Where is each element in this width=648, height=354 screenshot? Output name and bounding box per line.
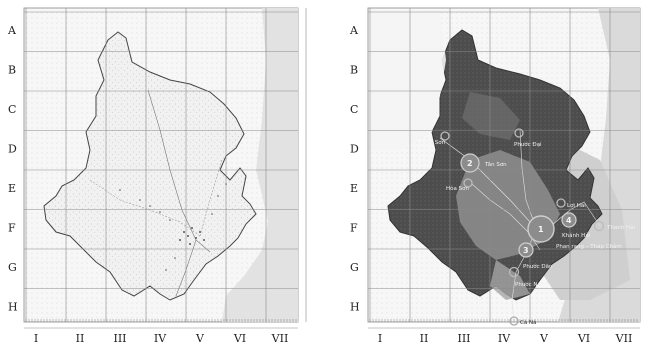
column-label-vii: VII — [615, 332, 633, 345]
place-label: Mỹ Sơn — [425, 140, 446, 146]
place-ca-na: Cà Ná — [509, 316, 536, 326]
column-label-v: V — [539, 332, 549, 345]
row-label-g: G — [8, 261, 17, 274]
place-hoa-son: Hòa Sơn — [446, 178, 473, 192]
place-number: 3 — [523, 246, 529, 255]
row-label-h: H — [350, 301, 360, 314]
row-label-a: A — [7, 24, 17, 37]
place-label: Hòa Sơn — [446, 185, 469, 192]
place-number: 1 — [538, 225, 544, 234]
place-label: Cà Ná — [520, 319, 536, 326]
row-label-f: F — [350, 222, 358, 235]
place-phan-rang: 1 Phan rang – Tháp Chàm — [527, 215, 622, 250]
column-label-vi: VI — [233, 332, 246, 345]
place-number: 4 — [566, 216, 572, 225]
row-label-d: D — [350, 143, 359, 156]
place-number: 2 — [467, 159, 473, 168]
left-sea — [222, 8, 298, 322]
place-khanh-hai: 4 Khánh Hải — [561, 212, 591, 239]
row-label-h: H — [8, 301, 18, 314]
place-loi-hai: Lợi Hải — [556, 198, 586, 209]
row-label-d: D — [8, 143, 17, 156]
column-label-ii: II — [76, 332, 85, 345]
column-label-iii: III — [113, 332, 126, 345]
place-phuoc-dai: Phước Đại — [514, 128, 542, 148]
place-label: Lợi Hải — [567, 202, 586, 209]
left-map-panel — [23, 7, 299, 323]
column-label-iv: IV — [154, 332, 167, 345]
column-label-vii: VII — [271, 332, 289, 345]
row-label-f: F — [8, 222, 16, 235]
row-label-c: C — [350, 103, 358, 116]
place-label: Phước Dân — [523, 263, 553, 270]
place-phuoc-dan: 3 Phước Dân — [518, 242, 553, 270]
place-markers: Mỹ Sơn Phước Đại 2 Tân Sơn Hòa Sơn Lợi H… — [425, 128, 635, 326]
place-label: Khánh Hải — [562, 232, 591, 239]
right-row-labels: A B C D E F G H — [349, 24, 360, 314]
left-grid — [24, 8, 307, 329]
place-tan-son: 2 Tân Sơn — [460, 153, 507, 173]
place-label: Phan rang – Tháp Chàm — [556, 243, 622, 250]
place-thanh-hai: Thanh Hải — [593, 220, 635, 232]
place-phuoc-nam: Phước Nam — [508, 266, 546, 288]
place-my-son: Mỹ Sơn — [425, 131, 450, 146]
column-label-vi: VI — [577, 332, 590, 345]
column-label-ii: II — [420, 332, 429, 345]
row-label-c: C — [8, 103, 16, 116]
place-label: Phước Đại — [514, 141, 542, 148]
left-column-labels: I II III IV V VI VII — [34, 332, 289, 345]
right-map-panel — [367, 7, 641, 323]
column-label-iii: III — [457, 332, 470, 345]
column-label-i: I — [34, 332, 38, 345]
row-label-e: E — [8, 182, 16, 195]
row-label-g: G — [350, 261, 359, 274]
right-column-labels: I II III IV V VI VII — [378, 332, 633, 345]
row-label-b: B — [350, 64, 358, 77]
place-label: Phước Nam — [515, 281, 546, 288]
column-label-i: I — [378, 332, 382, 345]
row-label-b: B — [8, 64, 16, 77]
row-label-a: A — [349, 24, 359, 37]
place-label: Tân Sơn — [484, 161, 507, 168]
right-grid — [368, 8, 640, 329]
column-label-iv: IV — [498, 332, 511, 345]
left-row-labels: A B C D E F G H — [7, 24, 18, 314]
column-label-v: V — [195, 332, 205, 345]
row-label-e: E — [350, 182, 358, 195]
place-label: Thanh Hải — [606, 224, 635, 231]
